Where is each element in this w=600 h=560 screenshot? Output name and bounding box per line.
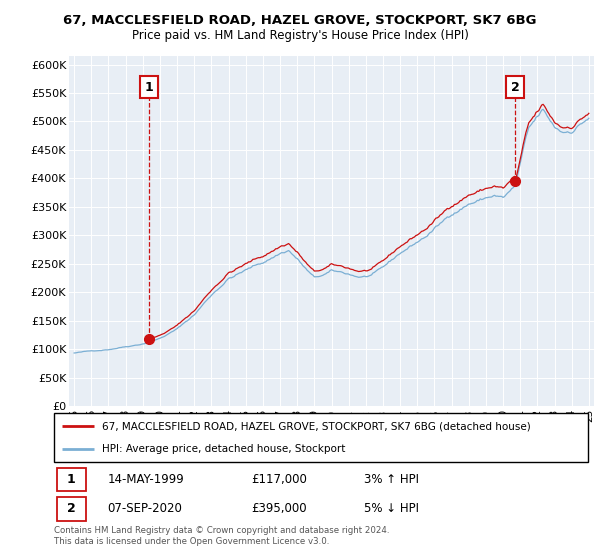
- Text: £395,000: £395,000: [251, 502, 307, 515]
- FancyBboxPatch shape: [54, 413, 588, 462]
- Text: £117,000: £117,000: [251, 473, 307, 486]
- Text: 14-MAY-1999: 14-MAY-1999: [107, 473, 184, 486]
- Text: HPI: Average price, detached house, Stockport: HPI: Average price, detached house, Stoc…: [102, 444, 346, 454]
- FancyBboxPatch shape: [56, 468, 86, 491]
- Text: 67, MACCLESFIELD ROAD, HAZEL GROVE, STOCKPORT, SK7 6BG: 67, MACCLESFIELD ROAD, HAZEL GROVE, STOC…: [63, 14, 537, 27]
- Text: 1: 1: [145, 81, 154, 94]
- Text: Price paid vs. HM Land Registry's House Price Index (HPI): Price paid vs. HM Land Registry's House …: [131, 29, 469, 42]
- Text: 1: 1: [67, 473, 76, 486]
- Text: 3% ↑ HPI: 3% ↑ HPI: [364, 473, 419, 486]
- Text: 67, MACCLESFIELD ROAD, HAZEL GROVE, STOCKPORT, SK7 6BG (detached house): 67, MACCLESFIELD ROAD, HAZEL GROVE, STOC…: [102, 421, 531, 431]
- Text: 2: 2: [67, 502, 76, 515]
- Text: 5% ↓ HPI: 5% ↓ HPI: [364, 502, 419, 515]
- Text: 2: 2: [511, 81, 519, 94]
- FancyBboxPatch shape: [56, 497, 86, 521]
- Text: 07-SEP-2020: 07-SEP-2020: [107, 502, 182, 515]
- Text: Contains HM Land Registry data © Crown copyright and database right 2024.
This d: Contains HM Land Registry data © Crown c…: [54, 526, 389, 546]
